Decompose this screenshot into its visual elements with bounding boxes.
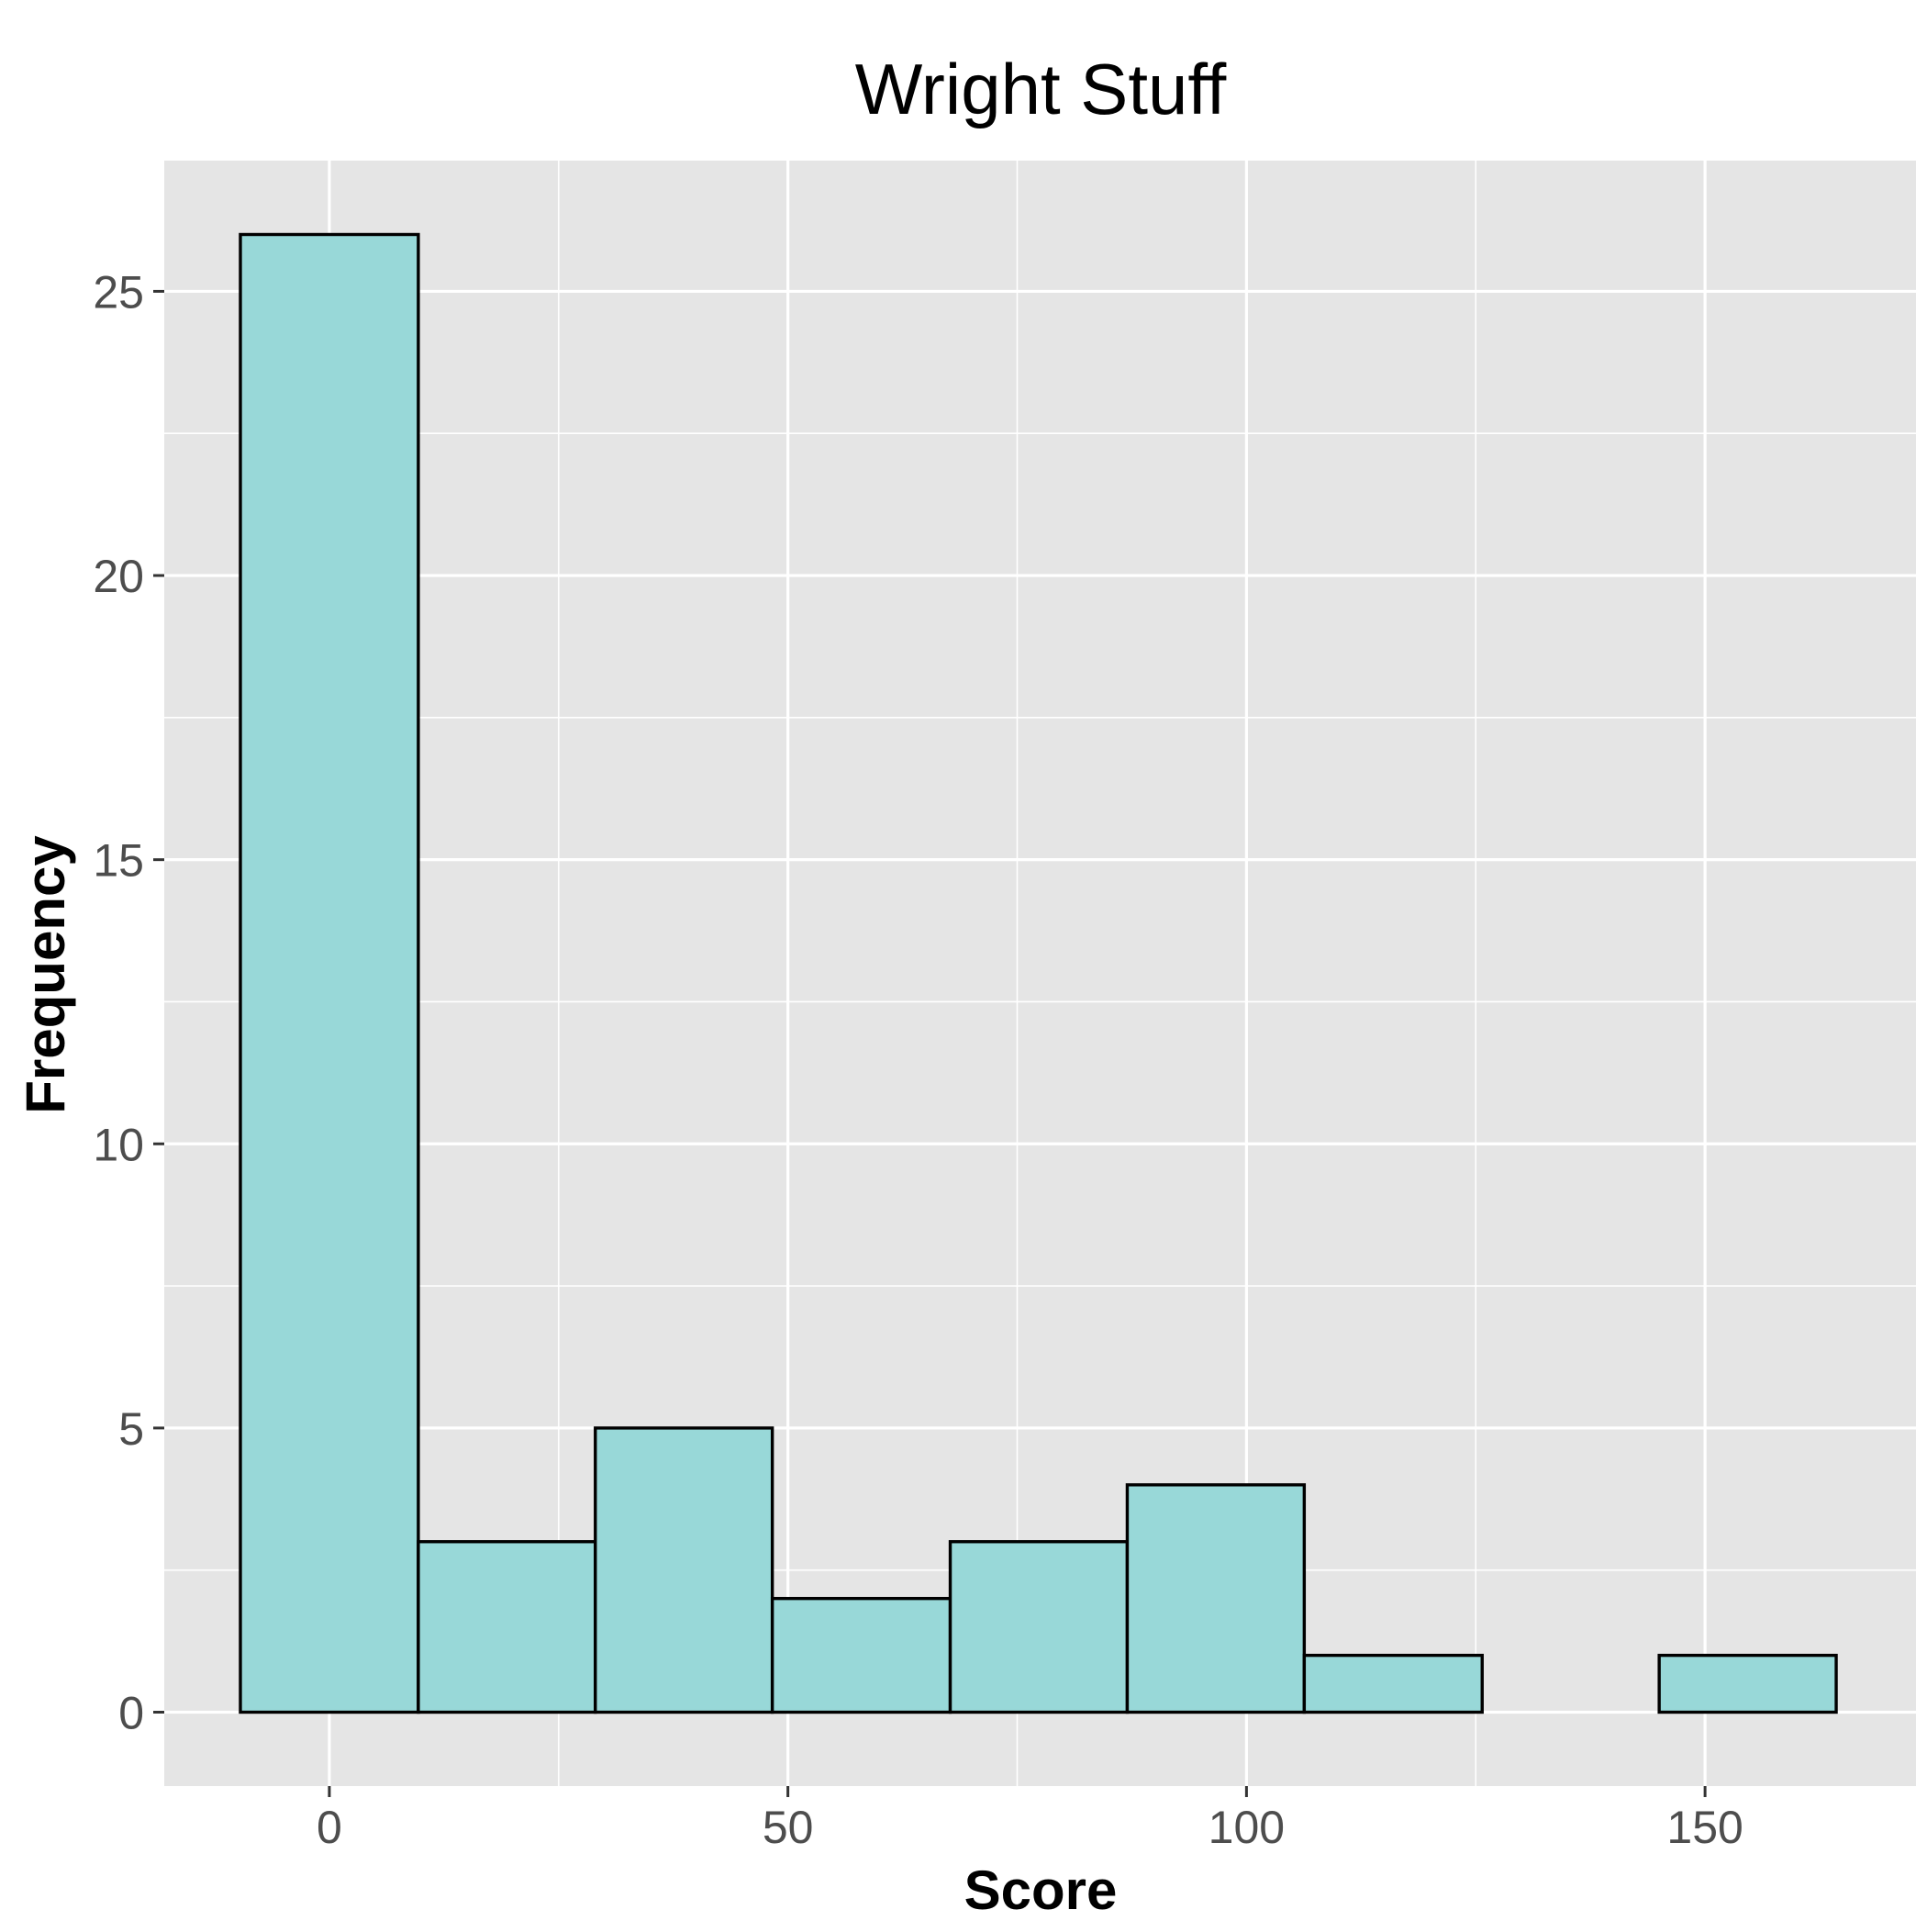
x-tick-label: 100 (1209, 1802, 1285, 1853)
y-axis-title: Frequency (15, 835, 76, 1114)
y-tick-label: 20 (93, 551, 144, 602)
x-tick-label: 0 (317, 1802, 342, 1853)
histogram-bar (594, 1426, 774, 1714)
x-axis: 0 50 100 150 (317, 1786, 1743, 1853)
y-tick-label: 0 (118, 1688, 144, 1739)
y-tick-label: 5 (118, 1403, 144, 1455)
y-tick-label: 10 (93, 1119, 144, 1170)
y-axis: 0 5 10 15 20 25 (93, 266, 164, 1739)
histogram-bar (239, 232, 420, 1714)
y-tick-label: 15 (93, 835, 144, 887)
plot-panel (164, 161, 1916, 1786)
histogram-bar (417, 1540, 597, 1714)
x-axis-title: Score (964, 1859, 1118, 1921)
x-tick-label: 50 (763, 1802, 814, 1853)
histogram-bar (948, 1540, 1130, 1714)
histogram-bar (1302, 1653, 1484, 1714)
y-tick-label: 25 (93, 266, 144, 318)
histogram-bar (770, 1596, 952, 1714)
histogram-bar (1125, 1483, 1307, 1714)
histogram-bars (239, 232, 1838, 1714)
chart-title: Wright Stuff (855, 49, 1227, 129)
histogram-bar (1657, 1653, 1838, 1714)
x-tick-label: 150 (1666, 1802, 1743, 1853)
